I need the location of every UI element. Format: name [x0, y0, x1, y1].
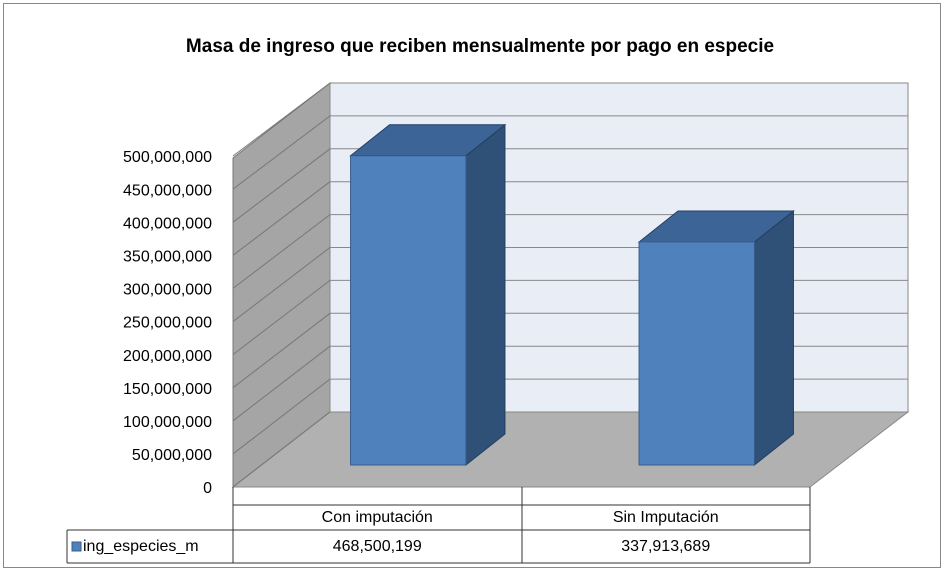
grid-line: [232, 280, 331, 355]
legend-key: [71, 541, 82, 552]
y-tick-label: 200,000,000: [123, 348, 212, 365]
grid-line: [232, 378, 331, 455]
grid-line: [232, 181, 331, 256]
grid-line: [232, 115, 331, 190]
grid-line: [232, 247, 331, 322]
y-tick-label: 250,000,000: [123, 315, 212, 332]
bar: [350, 155, 467, 466]
bar-side: [753, 209, 794, 467]
grid-line: [232, 148, 331, 223]
legend-label: ing_especies_m: [83, 538, 199, 555]
y-tick-label: 0: [203, 480, 212, 497]
grid-line: [232, 82, 331, 157]
data-table: [66, 487, 811, 564]
value-label: 337,913,689: [621, 538, 710, 555]
y-tick-label: 300,000,000: [123, 282, 212, 299]
grid-line: [232, 312, 331, 389]
y-tick-label: 150,000,000: [123, 381, 212, 398]
x-tick-label: Sin Imputación: [613, 509, 719, 526]
x-tick-label: Con imputación: [322, 509, 433, 526]
y-tick-label: 50,000,000: [132, 447, 212, 464]
floor: [231, 411, 910, 488]
grid-line: [232, 345, 331, 422]
bar-side: [465, 123, 506, 467]
y-tick-label: 500,000,000: [123, 149, 212, 166]
y-tick-label: 350,000,000: [123, 249, 212, 266]
grid-line: [232, 411, 331, 488]
y-tick-label: 100,000,000: [123, 414, 212, 431]
y-tick-label: 400,000,000: [123, 215, 212, 232]
y-tick-label: 450,000,000: [123, 182, 212, 199]
chart-title: Masa de ingreso que reciben mensualmente…: [186, 36, 774, 57]
bar: [638, 241, 755, 466]
grid-line: [232, 214, 331, 289]
value-label: 468,500,199: [333, 538, 422, 555]
